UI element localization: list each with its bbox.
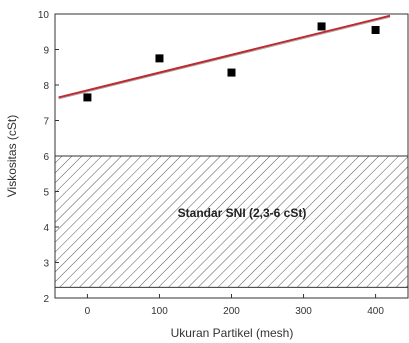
axes: 0 100 200 300 400 2 3 4 5 6 7 8 9 10 — [38, 10, 409, 317]
y-tick-label: 9 — [43, 46, 49, 57]
series-layer — [58, 14, 391, 102]
x-tick-label: 400 — [367, 306, 384, 317]
x-tick-label: 200 — [223, 306, 240, 317]
x-axis-title: Ukuran Partikel (mesh) — [171, 326, 294, 340]
y-axis-title: Viskositas (cSt) — [5, 115, 19, 197]
data-point — [155, 54, 164, 63]
y-tick-label: 5 — [43, 188, 49, 199]
data-point — [371, 25, 380, 34]
data-point — [227, 68, 236, 77]
y-tick-label: 7 — [43, 117, 49, 128]
band-label: Standar SNI (2,3-6 cSt) — [178, 206, 307, 220]
standard-band — [54, 155, 409, 288]
y-tick-label: 3 — [43, 259, 49, 270]
y-tick-label: 6 — [43, 152, 49, 163]
data-point — [83, 93, 92, 102]
x-tick-label: 300 — [295, 306, 312, 317]
x-tick-label: 100 — [151, 306, 168, 317]
standard-band-rect — [54, 155, 409, 288]
fit-line-shadow — [58, 16, 391, 100]
y-tick-label: 2 — [43, 294, 49, 305]
fit-line — [58, 14, 391, 99]
data-point — [317, 22, 326, 31]
y-tick-label: 10 — [38, 10, 50, 21]
y-tick-label: 8 — [43, 81, 49, 92]
y-tick-label: 4 — [43, 223, 49, 234]
x-tick-label: 0 — [85, 306, 91, 317]
